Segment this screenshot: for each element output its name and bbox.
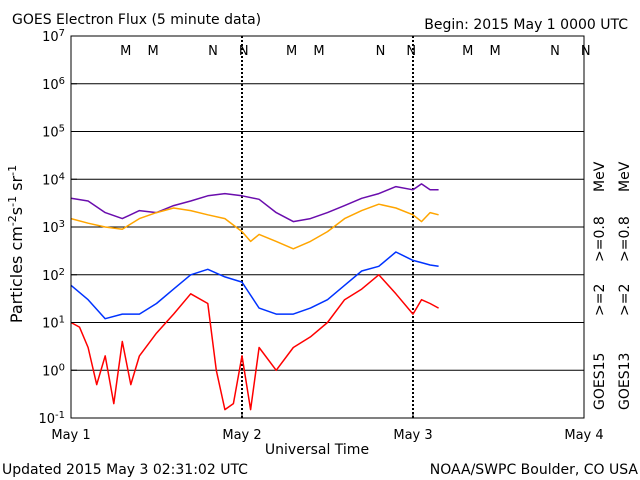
series-goes15-08mev bbox=[70, 183, 439, 223]
y-tick-label: 106 bbox=[42, 75, 65, 93]
y-axis-ticks: 107 106 105 104 103 102 101 100 10-1 bbox=[38, 28, 77, 428]
series-goes13-08mev bbox=[70, 203, 439, 250]
legend-goes15: GOES15 bbox=[592, 353, 608, 410]
x-axis-label: Universal Time bbox=[265, 442, 369, 458]
series-layer bbox=[70, 183, 439, 411]
marker-m: M bbox=[462, 44, 473, 59]
legend-unit-goes15: MeV bbox=[592, 161, 608, 192]
marker-n: N bbox=[406, 44, 416, 59]
marker-m: M bbox=[120, 44, 131, 59]
series-goes15-2mev bbox=[70, 251, 439, 320]
x-axis-ticks: May 1 May 2 May 3 May 4 bbox=[51, 412, 604, 443]
marker-n: N bbox=[208, 44, 218, 59]
marker-n: N bbox=[550, 44, 560, 59]
legend-goes15-08mev: >=0.8 bbox=[592, 216, 608, 262]
y-tick-label: 107 bbox=[42, 28, 65, 46]
series-goes13-2mev bbox=[70, 274, 439, 411]
legend-goes13-08mev: >=0.8 bbox=[617, 216, 633, 262]
y-tick-label: 10-1 bbox=[38, 410, 65, 428]
y-tick-label: 103 bbox=[42, 219, 65, 237]
y-tick-label: 100 bbox=[42, 362, 65, 380]
legend: GOES15 GOES13 >=2 >=2 >=0.8 >=0.8 MeV Me… bbox=[592, 161, 633, 410]
x-tick-label: May 2 bbox=[222, 428, 261, 443]
credit-text: NOAA/SWPC Boulder, CO USA bbox=[430, 462, 639, 478]
marker-m: M bbox=[489, 44, 500, 59]
marker-n: N bbox=[239, 44, 249, 59]
legend-goes15-2mev: >=2 bbox=[592, 284, 608, 316]
marker-m: M bbox=[147, 44, 158, 59]
y-tick-label: 105 bbox=[42, 123, 65, 141]
y-axis-label: Particles cm-2s-1 sr-1 bbox=[6, 165, 27, 323]
marker-m: M bbox=[313, 44, 324, 59]
x-tick-label: May 4 bbox=[564, 428, 603, 443]
x-tick-label: May 1 bbox=[51, 428, 90, 443]
y-tick-label: 102 bbox=[42, 266, 65, 284]
marker-n: N bbox=[376, 44, 386, 59]
chart-title: GOES Electron Flux (5 minute data) bbox=[12, 12, 261, 28]
y-tick-label: 101 bbox=[42, 314, 65, 332]
updated-timestamp: Updated 2015 May 3 02:31:02 UTC bbox=[2, 462, 248, 478]
legend-unit-goes13: MeV bbox=[617, 161, 633, 192]
marker-m: M bbox=[286, 44, 297, 59]
y-tick-label: 104 bbox=[42, 171, 65, 189]
begin-time: Begin: 2015 May 1 0000 UTC bbox=[424, 17, 628, 33]
legend-goes13-2mev: >=2 bbox=[617, 284, 633, 316]
marker-n: N bbox=[581, 44, 591, 59]
x-tick-label: May 3 bbox=[393, 428, 432, 443]
legend-goes13: GOES13 bbox=[617, 353, 633, 410]
